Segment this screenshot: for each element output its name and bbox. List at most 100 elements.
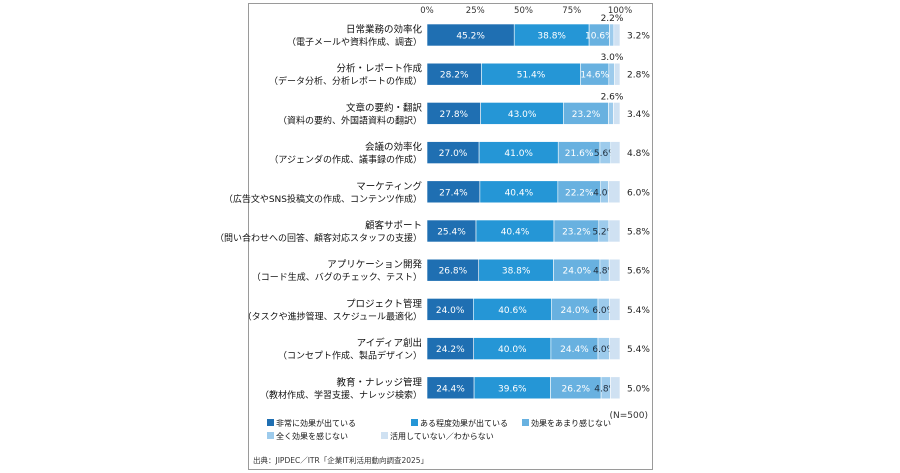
data-label: 24.0%	[562, 267, 591, 277]
bars: 45.2% 38.8% 10.6% 2.2%3.2% 28.2% 51.4% 14.6% 3.…	[426, 14, 650, 400]
bar-segment	[614, 62, 621, 86]
data-label: 43.0%	[508, 110, 537, 120]
category-sublabel: （タスクや進捗管理、スケジュール最適化）	[243, 310, 422, 322]
data-label: 5.4%	[627, 345, 650, 355]
data-label: 5.6%	[627, 267, 650, 277]
data-label: 5.2%	[592, 228, 615, 238]
data-label: 4.0%	[593, 188, 616, 198]
data-label: 14.6%	[580, 71, 609, 81]
category-label: プロジェクト管理	[346, 298, 423, 310]
data-label: 27.8%	[440, 110, 469, 120]
bar-segment	[609, 23, 615, 47]
data-label: 6.0%	[627, 188, 650, 198]
data-label: 3.4%	[627, 110, 650, 120]
data-label: 41.0%	[504, 149, 533, 159]
category-label: アイディア創出	[357, 337, 422, 349]
data-label: 10.6%	[585, 32, 614, 42]
data-label: 40.4%	[501, 228, 530, 238]
category-sublabel: （広告文やSNS投稿文の作成、コンテンツ作成）	[224, 193, 422, 205]
chart-frame	[248, 3, 653, 470]
data-label: 3.2%	[627, 32, 650, 42]
category-sublabel: （問い合わせへの回答、顧客対応スタッフの支援）	[215, 232, 422, 244]
data-label: 28.2%	[440, 71, 469, 81]
legend-swatch	[522, 419, 529, 426]
category-sublabel: （資料の要約、外国語資料の翻訳）	[278, 114, 422, 126]
data-label: 40.0%	[498, 345, 527, 355]
data-label: 24.2%	[436, 345, 465, 355]
x-tick-label: 50%	[514, 6, 533, 16]
data-label: 23.2%	[562, 228, 591, 238]
legend-label: 全く効果を感じない	[276, 431, 348, 441]
data-label: 3.0%	[601, 53, 624, 63]
data-label: 6.0%	[592, 345, 615, 355]
category-label: アプリケーション開発	[327, 259, 422, 271]
data-label: 5.6%	[594, 149, 617, 159]
bar-segment	[608, 62, 615, 86]
data-label: 2.6%	[601, 92, 624, 102]
source-citation: 出典：JIPDEC／ITR「企業IT利活用動向調査2025」	[253, 455, 428, 465]
x-tick-label: 100%	[608, 6, 632, 16]
data-label: 4.8%	[627, 149, 650, 159]
bar-segment	[608, 258, 621, 282]
category-sublabel: （アジェンダの作成、議事録の作成）	[269, 154, 422, 166]
data-label: 26.8%	[439, 267, 468, 277]
data-label: 4.8%	[593, 267, 616, 277]
category-sublabel: （コンセプト作成、製品デザイン）	[278, 350, 422, 362]
bar-segment	[610, 141, 621, 164]
legend-swatch	[267, 432, 274, 439]
legend: 非常に効果が出ている ある程度効果が出ている 効果をあまり感じない全く効果を感じない…	[267, 418, 611, 441]
data-label: 6.0%	[592, 306, 615, 316]
data-label: 23.2%	[572, 110, 601, 120]
category-sublabel: （電子メールや資料作成、調査）	[287, 36, 422, 48]
x-tick-label: 75%	[562, 6, 581, 16]
data-label: 51.4%	[517, 71, 546, 81]
category-labels: 日常業務の効率化（電子メールや資料作成、調査） 分析・レポート作成（データ分析、分…	[215, 24, 423, 401]
bar-segment	[613, 102, 621, 125]
category-label: 教育・ナレッジ管理	[336, 376, 422, 388]
legend-swatch	[411, 419, 418, 426]
data-label: 5.8%	[627, 228, 650, 238]
bar-segment	[608, 102, 614, 125]
legend-label: 効果をあまり感じない	[531, 418, 611, 428]
data-label: 5.4%	[627, 306, 650, 316]
data-label: 24.0%	[561, 306, 590, 316]
legend-swatch	[381, 432, 388, 439]
x-tick-label: 0%	[420, 6, 434, 16]
sample-size-note: (N=500)	[610, 411, 648, 421]
category-sublabel: （教材作成、学習支援、ナレッジ検索）	[260, 389, 422, 401]
data-label: 38.8%	[502, 267, 531, 277]
legend-label: 非常に効果が出ている	[276, 418, 356, 428]
data-label: 4.8%	[594, 384, 617, 394]
data-label: 40.6%	[498, 306, 527, 316]
bar-segment	[610, 376, 621, 400]
category-label: 文章の要約・翻訳	[346, 102, 423, 114]
category-sublabel: （コード生成、バグのチェック、テスト）	[252, 271, 422, 283]
data-label: 2.8%	[627, 71, 650, 81]
category-sublabel: （データ分析、分析レポートの作成）	[269, 75, 422, 87]
bar-segment	[613, 23, 621, 47]
bar-segment	[608, 180, 621, 204]
data-label: 22.2%	[565, 188, 594, 198]
category-label: 会議の効率化	[365, 141, 423, 153]
legend-label: ある程度効果が出ている	[420, 418, 508, 428]
x-tick-label: 25%	[466, 6, 485, 16]
category-label: 日常業務の効率化	[346, 24, 423, 36]
data-label: 24.4%	[436, 384, 465, 394]
data-label: 39.6%	[498, 384, 527, 394]
data-label: 38.8%	[537, 32, 566, 42]
data-label: 21.6%	[565, 149, 594, 159]
data-label: 27.4%	[439, 188, 468, 198]
data-label: 5.0%	[627, 384, 650, 394]
legend-swatch	[267, 419, 274, 426]
bar-segment	[609, 298, 621, 321]
data-label: 27.0%	[439, 149, 468, 159]
bar-segment	[609, 337, 621, 360]
data-label: 24.0%	[436, 306, 465, 316]
axis: 0% 25% 50% 75% 100%	[420, 6, 632, 16]
bar-segment	[608, 219, 621, 243]
data-label: 2.2%	[601, 14, 624, 24]
data-label: 45.2%	[456, 32, 485, 42]
data-label: 26.2%	[562, 384, 591, 394]
legend-label: 活用していない／わからない	[390, 431, 494, 441]
